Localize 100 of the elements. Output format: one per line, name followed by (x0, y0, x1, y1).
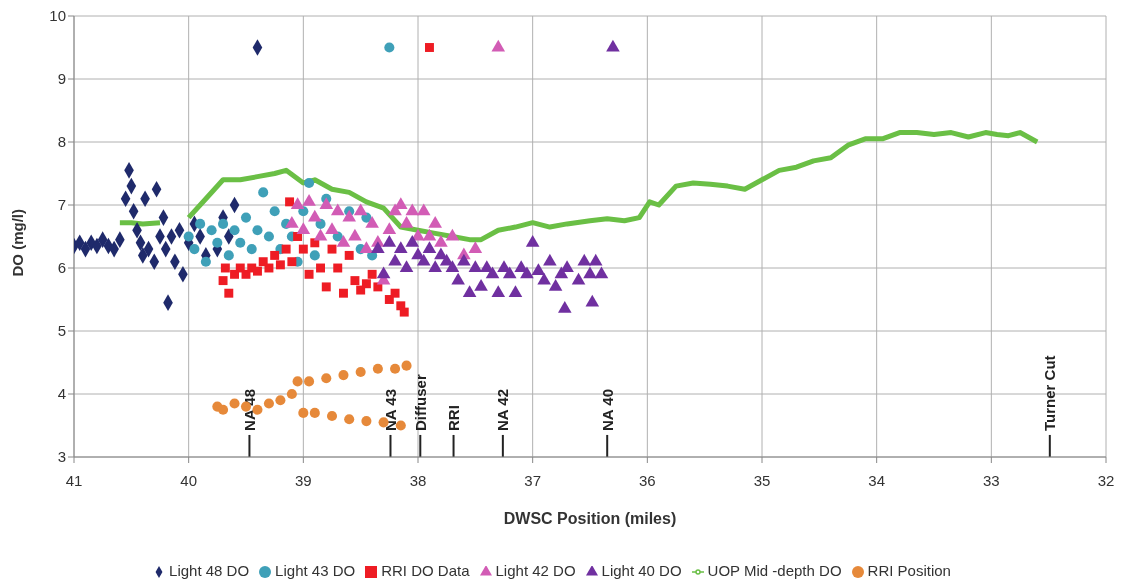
point (543, 253, 557, 266)
y-tick-label: 5 (57, 322, 66, 340)
point (313, 228, 328, 241)
x-tick-label: 37 (524, 471, 542, 489)
point (405, 203, 420, 216)
ref-line-label: RRI (445, 405, 463, 431)
point (285, 197, 295, 207)
point (338, 288, 348, 298)
point (355, 366, 366, 377)
y-axis-title: DO (mg/l) (9, 209, 27, 277)
point (223, 250, 234, 261)
point (263, 398, 274, 409)
point (365, 216, 379, 228)
point (428, 260, 442, 272)
point (371, 241, 385, 254)
point (416, 253, 431, 266)
point (206, 225, 217, 236)
point (361, 279, 371, 289)
ref-line-label: NA 43 (381, 388, 399, 431)
point (457, 253, 471, 266)
legend-label: Light 48 DO (169, 562, 250, 579)
point (229, 225, 240, 236)
point (333, 263, 343, 273)
point (491, 39, 506, 52)
point (316, 263, 326, 273)
point (399, 260, 414, 272)
y-tick-label: 4 (57, 385, 66, 403)
point (246, 244, 257, 255)
point (338, 370, 349, 381)
point (218, 276, 228, 286)
point (451, 272, 465, 285)
point (344, 250, 354, 260)
point (252, 225, 263, 236)
x-tick-label: 34 (868, 471, 886, 489)
x-axis-title: DWSC Position (miles) (503, 510, 677, 527)
legend-label: Light 43 DO (275, 562, 356, 579)
point (287, 257, 297, 267)
point (263, 231, 274, 242)
point (422, 228, 437, 241)
point (298, 244, 308, 254)
point (330, 203, 345, 216)
point (388, 253, 402, 266)
point (583, 266, 597, 279)
point (189, 244, 200, 255)
point (428, 216, 442, 228)
point (275, 395, 286, 406)
point (321, 373, 332, 384)
point (382, 234, 397, 247)
point (372, 363, 383, 374)
point (290, 197, 305, 209)
point (468, 241, 483, 254)
point (264, 263, 274, 273)
point (298, 407, 309, 418)
point (520, 266, 534, 279)
point (434, 234, 448, 247)
point (220, 263, 230, 273)
point (367, 269, 377, 279)
x-tick-label: 35 (753, 471, 771, 489)
ref-line-label: NA 42 (494, 388, 512, 431)
point (258, 187, 269, 198)
point (462, 285, 477, 298)
x-tick-label: 36 (638, 471, 656, 489)
point (416, 203, 431, 216)
y-tick-label: 7 (57, 196, 66, 214)
point (394, 197, 408, 209)
point (281, 244, 291, 254)
point (382, 222, 397, 235)
point (445, 260, 460, 272)
y-tick-label: 6 (57, 259, 66, 277)
point (588, 253, 603, 266)
point (218, 404, 229, 415)
point (304, 177, 315, 188)
point (395, 420, 406, 431)
point (304, 269, 314, 279)
point (296, 222, 311, 235)
point (327, 244, 337, 254)
point (292, 376, 303, 387)
legend-label: Light 42 DO (495, 562, 576, 579)
point (399, 307, 409, 317)
ref-line-label: Diffuser (411, 374, 429, 431)
ref-line-label: NA 40 (598, 388, 616, 431)
ref-line-label: Turner Cut (1041, 355, 1059, 431)
x-tick-label: 38 (409, 471, 427, 489)
point (557, 301, 572, 313)
point (468, 260, 483, 272)
point (326, 411, 338, 422)
point (258, 257, 268, 267)
point (348, 228, 362, 241)
point (319, 197, 334, 209)
x-tick-label: 32 (1097, 471, 1115, 489)
point (548, 279, 563, 291)
legend-label: Light 40 DO (601, 562, 682, 579)
point (577, 253, 592, 266)
point (445, 228, 460, 241)
x-tick-label: 33 (982, 471, 1000, 489)
point (390, 363, 401, 374)
point (353, 203, 368, 216)
point (218, 218, 229, 229)
point (384, 42, 395, 53)
point (508, 285, 523, 298)
